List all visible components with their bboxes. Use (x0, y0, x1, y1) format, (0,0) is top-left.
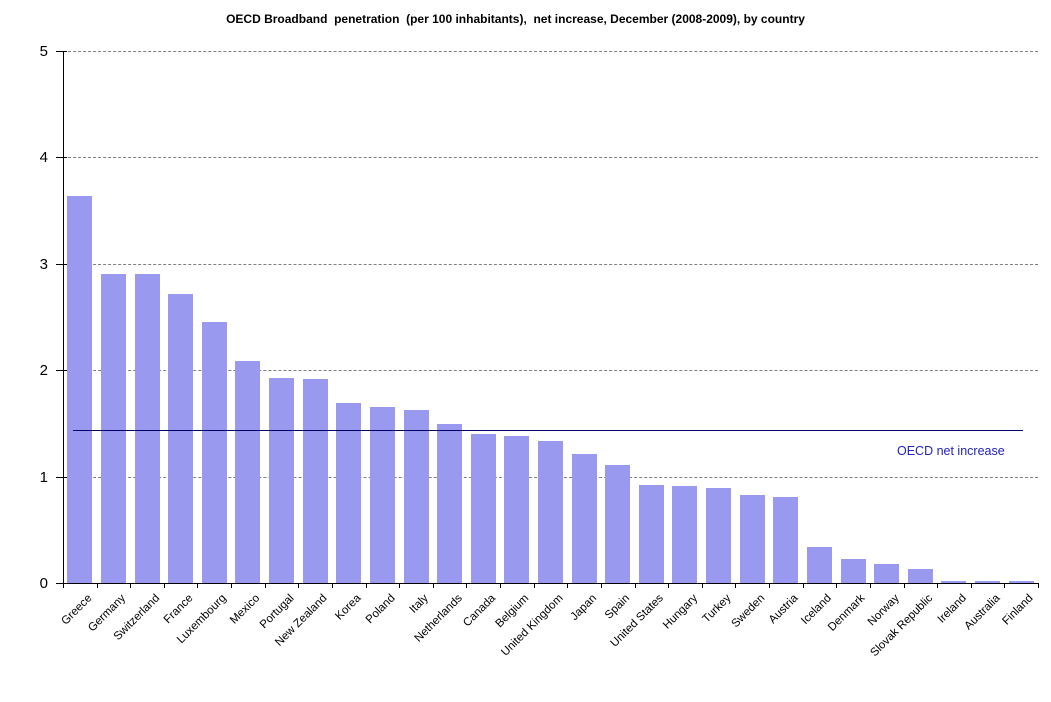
x-tick (735, 583, 737, 588)
bar-denmark (841, 559, 866, 583)
y-tick-label-5: 5 (39, 43, 48, 60)
x-tick (701, 583, 703, 588)
bar-korea (336, 403, 361, 583)
x-tick (298, 583, 300, 588)
x-tick (231, 583, 233, 588)
bar-sweden (740, 495, 765, 583)
x-tick (96, 583, 98, 588)
y-tick-label-0: 0 (39, 575, 48, 592)
bar-finland (1009, 581, 1034, 583)
x-tick (769, 583, 771, 588)
x-tick (399, 583, 401, 588)
x-axis-label-canada: Canada (461, 592, 499, 630)
bar-japan (572, 454, 597, 583)
x-axis-label-japan: Japan (568, 592, 599, 623)
x-tick (1004, 583, 1006, 588)
x-axis-label-austria: Austria (766, 592, 801, 627)
bar-italy (404, 410, 429, 583)
x-axis-label-united-kingdom: United Kingdom (498, 592, 566, 659)
chart-title: OECD Broadband penetration (per 100 inha… (226, 12, 805, 26)
bar-hungary (672, 486, 697, 583)
x-axis-label-korea: Korea (333, 592, 364, 623)
bar-poland (370, 407, 395, 583)
bar-switzerland (135, 274, 160, 583)
y-tick-4 (56, 157, 67, 159)
gridline-y-3 (63, 263, 1038, 265)
x-tick (500, 583, 502, 588)
x-axis-label-australia: Australia (962, 592, 1003, 633)
y-tick-2 (56, 370, 67, 372)
bar-mexico (235, 361, 260, 583)
y-tick-3 (56, 263, 67, 265)
bar-portugal (269, 378, 294, 583)
x-tick (264, 583, 266, 588)
y-tick-label-4: 4 (39, 149, 48, 167)
x-tick (836, 583, 838, 588)
bar-germany (101, 274, 126, 583)
gridline-y-2 (63, 370, 1038, 372)
x-axis-label-sweden: Sweden (729, 592, 768, 631)
y-tick-label-2: 2 (39, 362, 48, 380)
x-tick (869, 583, 871, 588)
y-tick-label-1: 1 (39, 468, 48, 486)
y-tick-1 (56, 476, 67, 478)
bar-canada (471, 434, 496, 583)
x-tick (63, 583, 64, 588)
x-axis-label-slovak-republic: Slovak Republic (868, 592, 936, 660)
x-axis-label-italy: Italy (407, 592, 431, 616)
x-tick (802, 583, 804, 588)
gridline-y-4 (63, 157, 1038, 159)
bar-greece (67, 196, 92, 583)
x-tick (903, 583, 905, 588)
x-axis-line (63, 583, 1038, 584)
bar-united-kingdom (538, 441, 563, 583)
x-tick (567, 583, 569, 588)
x-axis-label-denmark: Denmark (826, 592, 868, 634)
x-axis-label-poland: Poland (363, 592, 398, 627)
bar-norway (874, 564, 899, 583)
x-tick (331, 583, 333, 588)
x-tick (197, 583, 199, 588)
y-tick-5 (56, 51, 67, 52)
y-axis-line (63, 51, 64, 583)
x-tick (365, 583, 367, 588)
x-tick (634, 583, 636, 588)
x-tick (130, 583, 132, 588)
y-tick-label-3: 3 (39, 255, 48, 273)
bar-spain (605, 465, 630, 583)
bar-australia (975, 581, 1000, 583)
x-tick (1038, 583, 1039, 588)
x-tick (970, 583, 972, 588)
x-axis-label-hungary: Hungary (660, 592, 700, 632)
x-tick (163, 583, 165, 588)
x-tick (466, 583, 468, 588)
bar-france (168, 294, 193, 583)
bar-luxembourg (202, 322, 227, 583)
bar-united-states (639, 485, 664, 583)
bar-austria (773, 497, 798, 583)
bar-netherlands (437, 424, 462, 583)
bar-ireland (941, 581, 966, 583)
bar-iceland (807, 547, 832, 583)
x-axis-label-finland: Finland (1000, 592, 1036, 628)
x-tick (937, 583, 939, 588)
oecd-reference-line (73, 429, 1023, 431)
oecd-reference-line-label: OECD net increase (897, 443, 1005, 458)
x-axis-label-spain: Spain (603, 592, 633, 622)
x-tick (533, 583, 535, 588)
bar-slovak-republic (908, 569, 933, 583)
x-tick (432, 583, 434, 588)
x-tick (668, 583, 670, 588)
gridline-y-5 (63, 51, 1038, 52)
y-tick-0 (56, 583, 67, 584)
bar-turkey (706, 488, 731, 583)
bar-belgium (504, 436, 529, 583)
bar-new-zealand (303, 379, 328, 583)
x-tick (600, 583, 602, 588)
